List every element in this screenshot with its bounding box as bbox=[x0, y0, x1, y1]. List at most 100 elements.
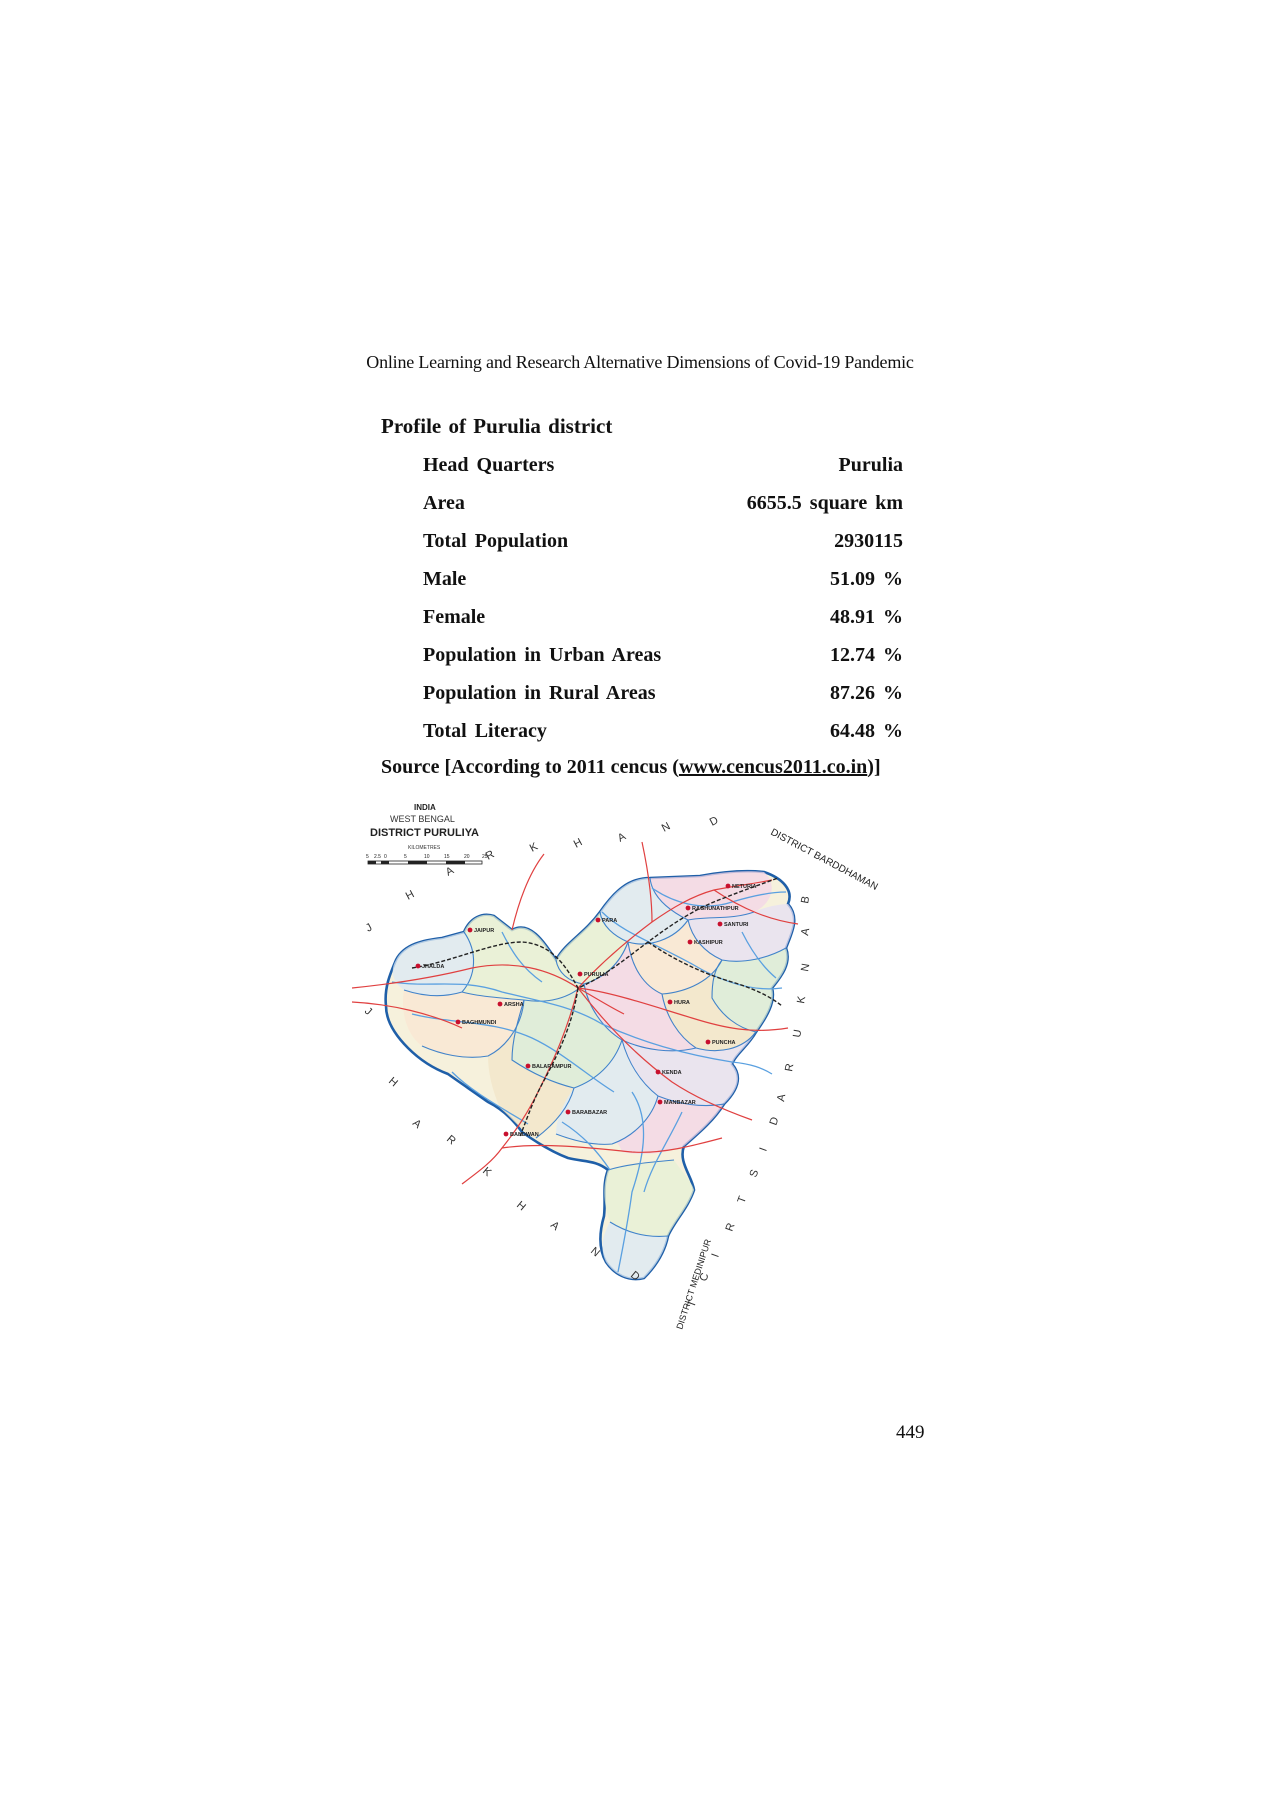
place-label: ARSHA bbox=[504, 1002, 524, 1008]
medinipur-label: DISTRICT MEDINIPUR bbox=[674, 1237, 713, 1330]
town-dot bbox=[577, 971, 583, 977]
neighbour-letter-district: D bbox=[768, 1115, 782, 1127]
town-dot bbox=[687, 939, 693, 945]
barddhaman-label: DISTRICT BARDDHAMAN bbox=[769, 827, 880, 893]
town-dot bbox=[655, 1069, 661, 1075]
neighbour-letter-bankura: U bbox=[791, 1029, 804, 1039]
profile-label: Male bbox=[423, 568, 467, 590]
profile-row: Male 51.09 % bbox=[423, 564, 903, 602]
profile-label: Total Population bbox=[423, 530, 569, 552]
scale-tick-label: 2.5 bbox=[374, 854, 381, 860]
town-dot bbox=[497, 1001, 503, 1007]
place-label: MANBAZAR bbox=[664, 1100, 696, 1106]
neighbour-letter-bankura: N bbox=[799, 963, 812, 973]
neighbour-letter-north: K bbox=[528, 840, 541, 854]
scale-tick-label: 0 bbox=[384, 854, 387, 860]
place-label: NETURIA bbox=[732, 884, 756, 890]
profile-value: 87.26 % bbox=[830, 682, 903, 704]
town-dot bbox=[657, 1099, 663, 1105]
place-label: KENDA bbox=[662, 1070, 682, 1076]
neighbour-letter-district: I bbox=[758, 1146, 770, 1153]
profile-value: 2930115 bbox=[834, 530, 903, 552]
place-label: BANDWAN bbox=[510, 1132, 539, 1138]
neighbour-letter-south: J bbox=[362, 1005, 374, 1018]
place-label: HURA bbox=[674, 1000, 690, 1006]
district-map-svg: INDIA WEST BENGAL DISTRICT PURULIYA KILO… bbox=[352, 803, 880, 1331]
neighbour-letter-district: C bbox=[698, 1271, 712, 1283]
place-label: BARABAZAR bbox=[572, 1110, 607, 1116]
running-header: Online Learning and Research Alternative… bbox=[366, 352, 914, 372]
district-map: INDIA WEST BENGAL DISTRICT PURULIYA KILO… bbox=[352, 792, 912, 1362]
neighbour-letter-north: J bbox=[364, 921, 374, 934]
town-dot bbox=[717, 921, 723, 927]
neighbour-letter-north: A bbox=[616, 830, 629, 844]
map-title-country: INDIA bbox=[414, 803, 436, 812]
scale-bar: 5 2.5 0 5 10 15 20 25 bbox=[366, 854, 488, 865]
profile-table: Head Quarters Purulia Area 6655.5 square km… bbox=[423, 450, 903, 754]
profile-value: 64.48 % bbox=[830, 720, 903, 742]
town-dot bbox=[503, 1131, 509, 1137]
profile-row: Population in Urban Areas 12.74 % bbox=[423, 640, 903, 678]
neighbour-letter-south: H bbox=[514, 1199, 528, 1213]
rivers bbox=[391, 887, 787, 1273]
neighbour-letter-bankura: K bbox=[795, 995, 808, 1005]
place-label: KASHIPUR bbox=[694, 940, 723, 946]
map-title-state: WEST BENGAL bbox=[390, 814, 455, 824]
page-number: 449 bbox=[896, 1422, 925, 1443]
neighbour-letter-north: A bbox=[444, 864, 457, 878]
place-label: JHALDA bbox=[422, 964, 444, 970]
profile-value: 12.74 % bbox=[830, 644, 903, 666]
town-markers bbox=[415, 883, 731, 1137]
town-dot bbox=[467, 927, 473, 933]
town-dot bbox=[725, 883, 731, 889]
roads bbox=[352, 841, 799, 1185]
neighbour-letter-north: H bbox=[404, 888, 417, 902]
town-dot bbox=[705, 1039, 711, 1045]
scale-tick-label: 25 bbox=[482, 854, 488, 860]
profile-row: Population in Rural Areas 87.26 % bbox=[423, 678, 903, 716]
scale-tick-label: 5 bbox=[366, 854, 369, 860]
town-dot bbox=[415, 963, 421, 969]
neighbour-letter-north: R bbox=[484, 848, 497, 862]
neighbour-letter-north: D bbox=[708, 814, 721, 828]
neighbour-letter-bankura: A bbox=[799, 927, 812, 937]
neighbour-letter-south: K bbox=[480, 1165, 494, 1179]
profile-label: Population in Urban Areas bbox=[423, 644, 662, 666]
profile-label: Female bbox=[423, 606, 486, 628]
neighbour-letter-bankura: B bbox=[799, 895, 812, 904]
town-dot bbox=[667, 999, 673, 1005]
town-dot bbox=[565, 1109, 571, 1115]
profile-label: Population in Rural Areas bbox=[423, 682, 656, 704]
place-label: PARA bbox=[602, 918, 617, 924]
place-label: BALARAMPUR bbox=[532, 1064, 571, 1070]
source-suffix: )] bbox=[867, 756, 881, 778]
profile-label: Total Literacy bbox=[423, 720, 547, 742]
place-label: JAIPUR bbox=[474, 928, 494, 934]
neighbour-letter-south: A bbox=[548, 1219, 562, 1233]
place-label: PUNCHA bbox=[712, 1040, 736, 1046]
source-line: Source [According to 2011 cencus (www.ce… bbox=[381, 756, 881, 779]
town-dot bbox=[455, 1019, 461, 1025]
neighbour-letter-north: N bbox=[660, 820, 673, 834]
profile-row: Head Quarters Purulia bbox=[423, 450, 903, 488]
source-link[interactable]: www.cencus2011.co.in bbox=[678, 756, 868, 778]
neighbour-letter-south: N bbox=[588, 1245, 602, 1259]
neighbour-letter-bankura: R bbox=[783, 1063, 796, 1073]
place-label: SANTURI bbox=[724, 922, 749, 928]
profile-value: 6655.5 square km bbox=[746, 492, 903, 514]
profile-label: Head Quarters bbox=[423, 454, 555, 476]
scale-tick-label: 20 bbox=[464, 854, 470, 860]
place-label: BAGHMUNDI bbox=[462, 1020, 497, 1026]
scale-tick-label: 5 bbox=[404, 854, 407, 860]
profile-row: Total Literacy 64.48 % bbox=[423, 716, 903, 754]
scale-tick-label: 10 bbox=[424, 854, 430, 860]
town-dot bbox=[525, 1063, 531, 1069]
profile-label: Area bbox=[423, 492, 465, 514]
neighbour-letter-bankura: A bbox=[775, 1093, 788, 1103]
profile-value: 48.91 % bbox=[830, 606, 903, 628]
neighbour-letter-district: T bbox=[736, 1194, 750, 1205]
neighbour-letter-north: H bbox=[572, 836, 585, 850]
town-dot bbox=[595, 917, 601, 923]
neighbour-letter-south: H bbox=[386, 1075, 400, 1089]
profile-value: 51.09 % bbox=[830, 568, 903, 590]
